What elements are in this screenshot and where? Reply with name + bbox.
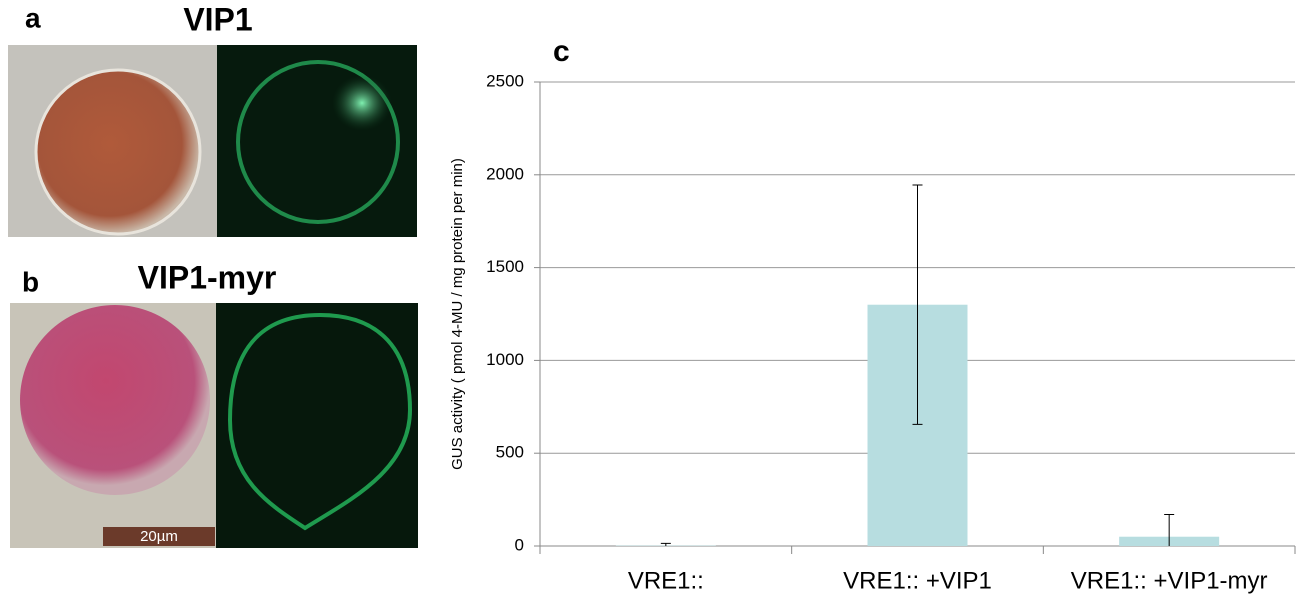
panel-label: b (22, 266, 39, 297)
panel-title: VIP1-myr (138, 259, 277, 295)
panel-label: c (553, 35, 570, 68)
y-tick-label: 2000 (486, 164, 524, 183)
error-bar (912, 184, 923, 425)
y-tick-label: 2500 (486, 71, 524, 90)
scale-bar-label: 20µm (140, 528, 178, 545)
micrograph-a (8, 45, 417, 237)
y-tick-label: 1000 (486, 350, 524, 369)
panel-title: VIP1 (183, 1, 252, 37)
y-tick-label: 500 (496, 443, 524, 462)
y-tick-label: 1500 (486, 257, 524, 276)
micrograph-b (10, 303, 418, 548)
x-tick-label: VRE1:: (628, 567, 704, 594)
x-tick-label: VRE1:: +VIP1-myr (1071, 567, 1268, 594)
error-bar (660, 542, 671, 546)
panel-label: a (25, 2, 41, 33)
y-tick-label: 0 (515, 535, 524, 554)
error-bar (1164, 513, 1175, 546)
x-tick-label: VRE1:: +VIP1 (843, 567, 992, 594)
y-axis-label: GUS activity ( pmol 4-MU / mg protein pe… (449, 158, 466, 470)
